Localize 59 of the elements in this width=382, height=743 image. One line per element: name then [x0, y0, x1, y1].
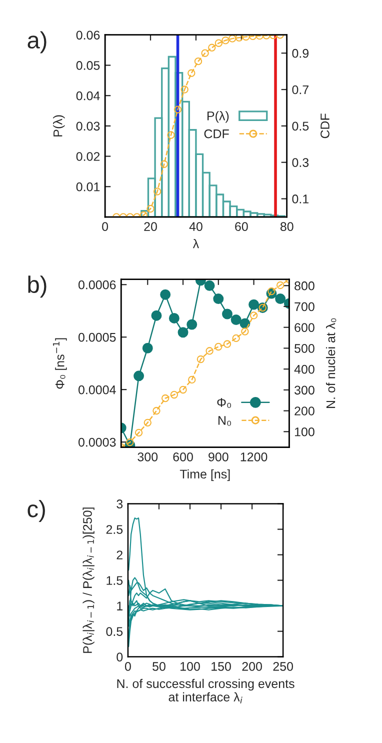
y2-tick-label: 500 [294, 344, 314, 353]
legend-label: CDF [204, 129, 229, 138]
y2-axis-title: CDF [320, 114, 330, 138]
y2-tick-label: 400 [294, 364, 314, 374]
y-tick-label: 1.5 [106, 576, 123, 585]
y-tick-label: 0.03 [76, 122, 100, 131]
x-tick-label: 80 [280, 222, 294, 231]
x-tick-label: 900 [208, 452, 228, 462]
y2-tick-label: 700 [294, 302, 314, 312]
y2-tick-label: 600 [294, 323, 314, 332]
y-tick-label: 0.0005 [78, 332, 116, 342]
y-tick-label: 0.01 [76, 182, 100, 192]
x-tick-label: 1200 [240, 452, 268, 462]
x-tick-label: 60 [235, 222, 248, 231]
chart-title: b) [28, 276, 46, 298]
y-axis-title: P(λ) [53, 115, 65, 136]
x-tick-label: 100 [180, 662, 200, 671]
text: P(λ$_{i}$|λ$_{i−1}$) / P(λ$_{i}$|λ$_{i−1}$)[250] [82, 508, 94, 653]
x-tick-label: 40 [189, 222, 202, 231]
y-axis-title: Φ₀ [ns$^{−1}$] [53, 338, 67, 389]
y2-tick-label: 800 [294, 281, 314, 290]
y2-tick-label: 0.3 [292, 158, 309, 167]
y-tick-label: 0.05 [76, 61, 100, 70]
x-tick-label: 50 [152, 662, 166, 671]
x-tick-label: 300 [138, 452, 158, 462]
y-tick-label: 2.5 [106, 525, 123, 534]
y-tick-label: 0 [116, 652, 123, 662]
x-tick-label: 20 [144, 222, 157, 231]
x-tick-label: 250 [273, 662, 293, 671]
y2-tick-label: 0.1 [292, 194, 309, 204]
x-axis-title: λ [192, 239, 199, 248]
chart-title: a) [28, 31, 46, 54]
y-tick-label: 0.06 [76, 30, 100, 40]
y-tick-label: 3 [116, 500, 123, 508]
chart-title: c) [28, 500, 45, 522]
y-tick-label: 0.04 [76, 91, 100, 100]
legend-label: Φ₀ [217, 398, 231, 408]
legend-label: P(λ) [207, 111, 229, 123]
y2-axis-title: N. of nuclei at λ₀ [326, 318, 336, 408]
y2-tick-label: 100 [294, 427, 314, 436]
y2-tick-label: 0.5 [292, 122, 309, 131]
x-axis-title: N. of successful crossing events at interface λ$_{i}$ [117, 678, 294, 704]
x-tick-label: 0 [124, 662, 131, 671]
y2-tick-label: 300 [294, 386, 314, 395]
x-axis-title: Time [ns] [180, 469, 230, 482]
x-tick-label: 200 [242, 662, 262, 671]
y-tick-label: 1 [117, 602, 122, 610]
y-tick-label: 0.5 [106, 627, 123, 636]
y2-tick-label: 200 [294, 406, 314, 416]
y2-tick-label: 0.7 [292, 85, 308, 94]
y-tick-label: 0.0004 [78, 385, 116, 394]
x-tick-label: 600 [173, 452, 193, 462]
legend-label: N₀ [218, 416, 231, 426]
y-tick-label: 0.02 [76, 152, 100, 161]
y2-tick-label: 0.9 [292, 48, 309, 58]
x-tick-label: 150 [212, 662, 231, 671]
y-tick-label: 0.0003 [78, 438, 116, 447]
y-tick-label: 0.0006 [78, 280, 116, 290]
y-tick-label: 2 [116, 550, 122, 560]
